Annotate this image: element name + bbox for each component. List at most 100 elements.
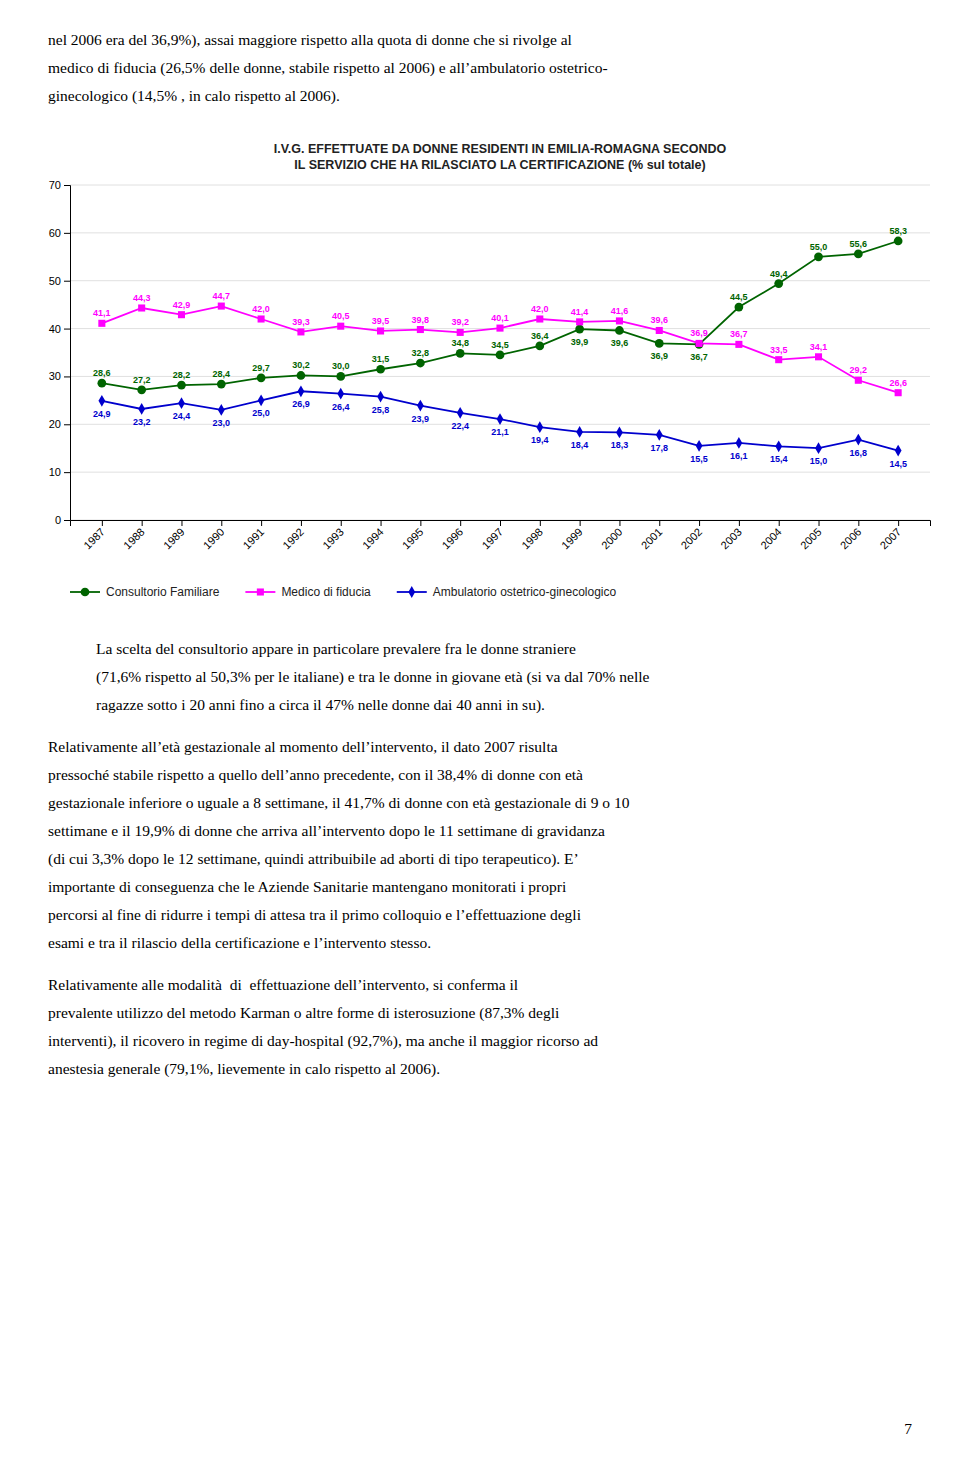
- marker: [496, 325, 503, 332]
- x-tick-label: 2005: [798, 526, 824, 552]
- body-text: Relativamente all’età gestazionale al mo…: [48, 738, 558, 755]
- marker: [218, 404, 225, 416]
- marker: [217, 380, 226, 389]
- x-tick-mark: [420, 520, 421, 526]
- marker: [895, 445, 902, 457]
- x-tick: 1995: [400, 520, 426, 551]
- data-label: 40,5: [332, 311, 350, 321]
- marker: [178, 311, 185, 318]
- marker: [258, 315, 265, 322]
- x-tick: 2006: [838, 520, 864, 551]
- x-tick: 2000: [599, 520, 625, 551]
- x-tick: 1994: [360, 520, 386, 551]
- y-axis: 010203040506070: [49, 179, 71, 526]
- y-tick: 70: [49, 179, 70, 191]
- x-tick-label: 1999: [559, 526, 585, 552]
- x-tick-label: 2007: [878, 526, 904, 552]
- data-label: 15,0: [810, 456, 828, 466]
- x-tick-mark: [460, 520, 461, 526]
- x-tick: 1999: [559, 520, 585, 551]
- data-label: 44,3: [133, 293, 151, 303]
- data-label: 30,2: [292, 360, 310, 370]
- data-labels: 28,627,228,228,429,730,230,031,532,834,8…: [93, 226, 907, 469]
- data-label: 34,1: [810, 342, 828, 352]
- data-label: 34,8: [451, 338, 469, 348]
- marker: [497, 413, 504, 425]
- marker: [416, 359, 425, 368]
- x-tick-mark: [659, 520, 660, 526]
- data-label: 36,9: [690, 328, 708, 338]
- y-tick-label: 10: [49, 466, 61, 478]
- data-label: 49,4: [770, 269, 788, 279]
- data-label: 31,5: [372, 354, 390, 364]
- marker: [377, 327, 384, 334]
- data-label: 41,4: [571, 307, 589, 317]
- marker: [457, 407, 464, 419]
- marker: [177, 381, 186, 390]
- data-label: 23,0: [213, 418, 231, 428]
- marker: [735, 303, 744, 312]
- data-label: 23,2: [133, 417, 151, 427]
- data-label: 39,6: [611, 338, 629, 348]
- body-text: pressoché stabile rispetto a quello dell…: [48, 766, 583, 783]
- x-tick-mark: [739, 520, 740, 526]
- data-label: 36,9: [650, 351, 668, 361]
- marker: [457, 329, 464, 336]
- body-text: anestesia generale (79,1%, lievemente in…: [48, 1060, 440, 1078]
- data-label: 28,4: [213, 369, 231, 379]
- data-label: 36,4: [531, 331, 549, 341]
- data-label: 39,6: [650, 315, 668, 325]
- x-tick-label: 1988: [121, 526, 147, 552]
- body-text: gestazionale inferiore o uguale a 8 sett…: [48, 794, 630, 811]
- legend-item: Medico di fiducia: [245, 585, 371, 599]
- marker: [775, 356, 782, 363]
- data-label: 39,9: [571, 337, 589, 347]
- data-label: 26,9: [292, 399, 310, 409]
- y-tick-mark: [64, 329, 70, 330]
- chart-title: I.V.G. EFFETTUATE DA DONNE RESIDENTI IN …: [274, 142, 727, 172]
- data-label: 15,5: [690, 454, 708, 464]
- x-tick: 2001: [639, 520, 665, 551]
- marker: [656, 327, 663, 334]
- data-label: 22,4: [451, 421, 469, 431]
- marker: [656, 429, 663, 441]
- body-text: importante di conseguenza che le Aziende…: [48, 878, 567, 895]
- x-tick: 1993: [320, 520, 346, 551]
- marker: [855, 377, 862, 384]
- x-tick-mark: [341, 520, 342, 526]
- marker: [735, 437, 742, 449]
- y-tick-label: 40: [49, 323, 61, 335]
- y-tick-label: 50: [49, 275, 61, 287]
- marker: [98, 395, 105, 407]
- y-tick-mark: [64, 472, 70, 473]
- x-tick-mark: [301, 520, 302, 526]
- data-label: 17,8: [650, 443, 668, 453]
- x-tick: 1992: [280, 520, 306, 551]
- marker: [775, 440, 782, 452]
- data-label: 26,6: [889, 378, 907, 388]
- marker: [535, 341, 544, 350]
- marker: [97, 379, 106, 388]
- legend-marker: [408, 586, 415, 598]
- x-tick-mark: [261, 520, 262, 526]
- y-tick: 10: [49, 466, 70, 478]
- marker: [815, 442, 822, 454]
- x-tick-label: 1989: [161, 526, 187, 552]
- data-label: 27,2: [133, 375, 151, 385]
- y-tick-label: 30: [49, 370, 61, 382]
- y-tick-mark: [64, 424, 70, 425]
- data-label: 39,3: [292, 317, 310, 327]
- x-tick-label: 1990: [201, 526, 227, 552]
- y-tick: 30: [49, 370, 70, 382]
- legend-item: Consultorio Familiare: [70, 585, 220, 599]
- data-label: 55,6: [850, 239, 868, 249]
- x-tick: 1991: [240, 520, 266, 551]
- marker: [337, 388, 344, 400]
- x-axis: 1987198819891990199119921993199419951996…: [71, 520, 931, 551]
- x-tick: 2004: [758, 520, 784, 551]
- x-tick: 1987: [81, 520, 107, 551]
- plot-area: [97, 237, 902, 457]
- y-tick: 40: [49, 323, 70, 335]
- data-label: 30,0: [332, 361, 350, 371]
- data-label: 29,2: [850, 365, 868, 375]
